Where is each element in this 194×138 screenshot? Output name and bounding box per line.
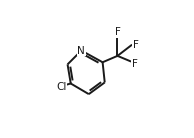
Text: F: F	[132, 59, 137, 69]
Text: F: F	[114, 27, 120, 38]
Text: Cl: Cl	[56, 82, 66, 92]
Text: F: F	[133, 40, 139, 50]
Text: N: N	[77, 46, 85, 56]
